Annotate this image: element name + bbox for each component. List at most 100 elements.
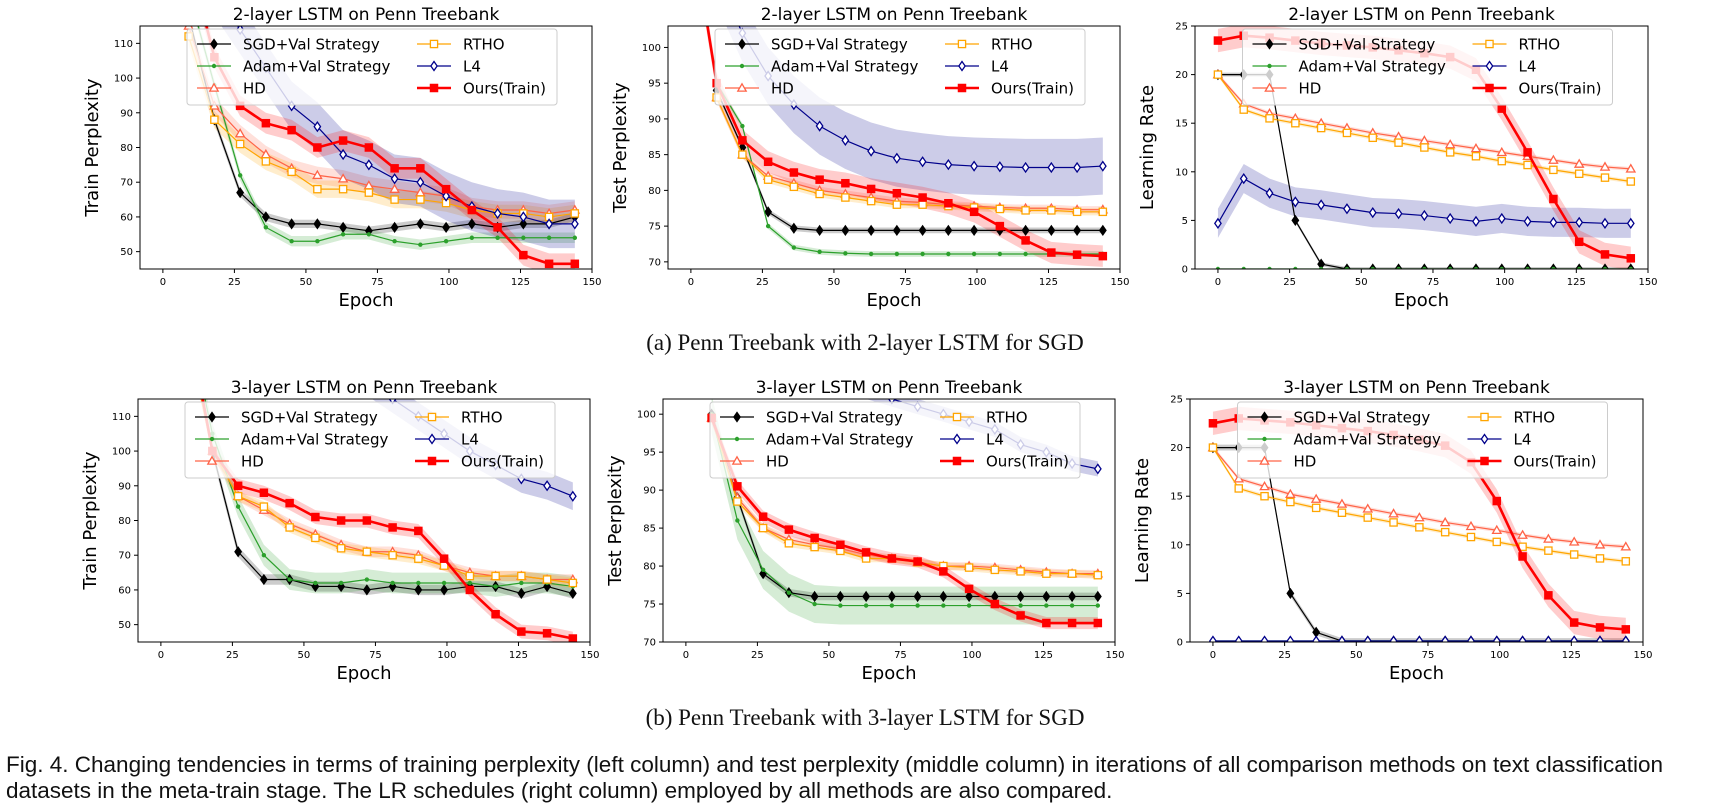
- point-L4: [339, 148, 348, 161]
- point-L4: [235, 290, 241, 299]
- legend-marker: [206, 455, 218, 465]
- point-RTHO: [285, 523, 294, 532]
- x-tick-label: 150: [1110, 277, 1129, 288]
- line-Adam+Val Strategy: [204, 399, 573, 588]
- x-tick-label: 50: [300, 277, 313, 288]
- legend-item: RTHO: [417, 36, 505, 54]
- point-Adam+Val Strategy: [390, 580, 395, 586]
- point-SGD+Val Strategy: [185, 11, 191, 20]
- point-L4: [1389, 635, 1398, 642]
- x-tick-label: 25: [226, 650, 239, 661]
- legend: SGD+Val Strategy RTHO Adam+Val Strategy L4 H…: [184, 401, 556, 479]
- point-SGD+Val Strategy: [416, 218, 425, 230]
- chart-title: 2-layer LSTM on Penn Treebank: [233, 5, 500, 25]
- point-SGD+Val Strategy: [414, 584, 423, 596]
- x-tick-label: 25: [228, 277, 241, 288]
- y-tick-label: 75: [648, 222, 661, 233]
- point-Ours(Train): [1213, 36, 1223, 45]
- axes-frame: [1189, 398, 1644, 643]
- band-Ours(Train): [1217, 26, 1631, 269]
- x-tick-label: 25: [1283, 277, 1296, 288]
- point-RTHO: [1234, 484, 1243, 493]
- y-tick-label: 70: [118, 551, 131, 562]
- point-RTHO: [1291, 118, 1300, 128]
- point-Ours(Train): [1518, 552, 1527, 561]
- point-Adam+Val Strategy: [416, 580, 421, 586]
- point-L4: [970, 160, 979, 172]
- legend-marker: [1267, 63, 1272, 69]
- legend-label: SGD+Val Strategy: [241, 409, 378, 427]
- point-Adam+Val Strategy: [868, 251, 874, 257]
- y-tick-label: 90: [648, 114, 661, 125]
- point-SGD+Val Strategy: [261, 211, 270, 223]
- point-L4: [1626, 217, 1635, 229]
- y-tick-label: 80: [643, 562, 656, 573]
- point-Ours(Train): [784, 525, 794, 534]
- point-Adam+Val Strategy: [1018, 603, 1023, 608]
- x-tick-label: 0: [158, 650, 164, 661]
- legend-label: RTHO: [461, 409, 503, 427]
- point-L4: [364, 159, 373, 171]
- point-SGD+Val Strategy: [892, 224, 901, 237]
- point-Ours(Train): [939, 567, 948, 576]
- legend-label: SGD+Val Strategy: [766, 409, 903, 427]
- point-Ours(Train): [493, 223, 502, 232]
- point-Ours(Train): [313, 143, 322, 152]
- point-Ours(Train): [995, 221, 1005, 231]
- point-HD: [183, 26, 194, 30]
- legend-label: Ours(Train): [1519, 80, 1602, 98]
- legend-marker: [1259, 455, 1270, 465]
- y-tick-label: 90: [120, 108, 133, 119]
- legend-label: HD: [241, 453, 264, 471]
- line-Ours(Train): [205, 26, 575, 266]
- legend-marker: [1262, 436, 1267, 442]
- point-RTHO: [568, 578, 578, 588]
- point-RTHO: [390, 195, 399, 204]
- point-HD: [1625, 163, 1637, 173]
- legend: SGD+Val Strategy RTHO Adam+Val Strategy L4 H…: [1242, 28, 1613, 106]
- y-tick-label: 70: [120, 178, 133, 189]
- legend-item: Ours(Train): [417, 80, 546, 98]
- point-HD: [234, 128, 246, 138]
- point-Adam+Val Strategy: [366, 232, 372, 237]
- legend-item: Ours(Train): [415, 453, 544, 471]
- point-L4: [708, 296, 714, 305]
- x-axis-label: Epoch: [1389, 663, 1444, 684]
- point-Ours(Train): [439, 554, 449, 563]
- legend-item: RTHO: [940, 409, 1028, 427]
- point-L4: [1098, 160, 1107, 172]
- point-L4: [570, 218, 579, 230]
- point-L4: [815, 120, 824, 132]
- legend-marker: [430, 60, 438, 72]
- point-Ours(Train): [261, 118, 271, 128]
- line-HD: [716, 97, 1103, 211]
- point-Ours(Train): [1574, 237, 1584, 247]
- y-tick-label: 80: [120, 143, 133, 154]
- point-L4: [1368, 206, 1377, 219]
- point-Ours(Train): [1016, 611, 1025, 620]
- point-Ours(Train): [1544, 591, 1553, 600]
- legend-item: RTHO: [945, 36, 1033, 54]
- point-Ours(Train): [1569, 618, 1579, 627]
- point-RTHO: [1420, 143, 1429, 152]
- legend-item: SGD+Val Strategy: [725, 36, 908, 54]
- x-tick-label: 75: [1427, 277, 1440, 288]
- point-Adam+Val Strategy: [519, 580, 524, 586]
- point-Adam+Val Strategy: [263, 225, 269, 230]
- point-Ours(Train): [1523, 148, 1532, 157]
- x-tick-label: 100: [1490, 650, 1509, 661]
- y-tick-label: 5: [1182, 216, 1188, 227]
- point-SGD+Val Strategy: [339, 221, 348, 233]
- point-SGD+Val Strategy: [1093, 590, 1102, 603]
- point-RTHO: [235, 139, 245, 149]
- legend-box: [714, 28, 1086, 106]
- point-HD: [1388, 508, 1399, 518]
- point-L4: [995, 161, 1004, 173]
- point-Ours(Train): [990, 599, 1000, 609]
- point-Adam+Val Strategy: [838, 603, 843, 608]
- point-RTHO: [313, 184, 322, 194]
- legend-marker: [1480, 412, 1489, 422]
- point-HD: [1543, 533, 1554, 543]
- point-HD: [1573, 158, 1585, 168]
- legend-label: L4: [461, 431, 479, 449]
